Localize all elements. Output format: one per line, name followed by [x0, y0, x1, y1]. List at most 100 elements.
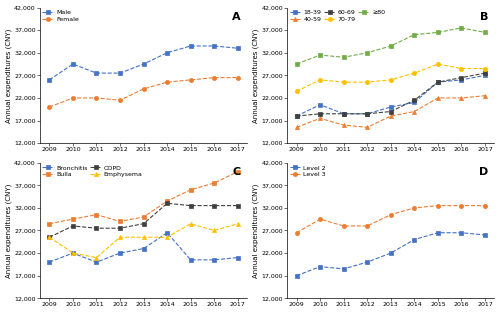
70-79	[388, 78, 394, 82]
Level 2	[482, 233, 488, 237]
70-79	[317, 78, 323, 82]
Line: Level 2: Level 2	[294, 231, 487, 278]
Male	[117, 71, 123, 75]
Legend: Level 2, Level 3: Level 2, Level 3	[289, 165, 327, 178]
Bulla	[235, 170, 241, 174]
Emphysema	[140, 235, 146, 239]
Text: D: D	[479, 167, 488, 177]
Line: Level 3: Level 3	[294, 203, 487, 235]
70-79	[435, 62, 441, 66]
Legend: Male, Female: Male, Female	[42, 9, 80, 23]
≥80	[340, 55, 346, 59]
40-59	[317, 116, 323, 120]
Female	[46, 105, 52, 109]
Bronchitis	[164, 231, 170, 235]
18-39	[364, 112, 370, 116]
Line: 60-69: 60-69	[294, 71, 487, 118]
Male	[94, 71, 100, 75]
Bronchitis	[235, 256, 241, 259]
COPD	[70, 224, 76, 228]
≥80	[388, 44, 394, 48]
Male	[235, 46, 241, 50]
Female	[117, 98, 123, 102]
Bulla	[140, 215, 146, 219]
Bulla	[94, 213, 100, 217]
Female	[211, 76, 217, 80]
18-39	[317, 103, 323, 107]
60-69	[364, 112, 370, 116]
Female	[164, 80, 170, 84]
Level 3	[412, 206, 418, 210]
Male	[46, 78, 52, 82]
Line: Male: Male	[48, 44, 240, 82]
60-69	[317, 112, 323, 116]
Bulla	[211, 181, 217, 185]
Male	[70, 62, 76, 66]
Line: 70-79: 70-79	[294, 62, 487, 93]
COPD	[46, 235, 52, 239]
Bulla	[188, 188, 194, 192]
Bronchitis	[117, 251, 123, 255]
Emphysema	[235, 222, 241, 226]
Level 2	[412, 238, 418, 241]
70-79	[340, 80, 346, 84]
Line: Female: Female	[48, 75, 240, 109]
60-69	[482, 71, 488, 75]
Level 3	[458, 204, 464, 208]
Bulla	[46, 222, 52, 226]
Bulla	[164, 199, 170, 203]
Level 2	[317, 265, 323, 269]
Bulla	[117, 219, 123, 223]
COPD	[188, 204, 194, 208]
18-39	[458, 78, 464, 82]
Line: 18-39: 18-39	[294, 73, 487, 118]
70-79	[294, 89, 300, 93]
Line: ≥80: ≥80	[294, 26, 487, 66]
Female	[70, 96, 76, 100]
Text: A: A	[232, 12, 241, 22]
Male	[164, 51, 170, 55]
70-79	[364, 80, 370, 84]
≥80	[435, 31, 441, 34]
Level 3	[435, 204, 441, 208]
Female	[94, 96, 100, 100]
40-59	[340, 123, 346, 127]
40-59	[364, 126, 370, 129]
18-39	[340, 112, 346, 116]
Text: B: B	[480, 12, 488, 22]
Emphysema	[188, 222, 194, 226]
Emphysema	[46, 235, 52, 239]
70-79	[482, 67, 488, 70]
COPD	[94, 226, 100, 230]
40-59	[435, 96, 441, 100]
Level 2	[435, 231, 441, 235]
Line: Bulla: Bulla	[48, 170, 240, 226]
Bronchitis	[211, 258, 217, 262]
Level 2	[294, 274, 300, 278]
Female	[188, 78, 194, 82]
Female	[140, 87, 146, 91]
40-59	[294, 126, 300, 129]
Y-axis label: Annual expenditures (CNY): Annual expenditures (CNY)	[6, 28, 12, 123]
≥80	[294, 62, 300, 66]
Bronchitis	[94, 260, 100, 264]
≥80	[317, 53, 323, 57]
70-79	[412, 71, 418, 75]
Bronchitis	[46, 260, 52, 264]
Emphysema	[164, 235, 170, 239]
Text: C: C	[233, 167, 241, 177]
Level 3	[388, 213, 394, 217]
Emphysema	[94, 256, 100, 259]
60-69	[340, 112, 346, 116]
Level 3	[294, 231, 300, 235]
Female	[235, 76, 241, 80]
Male	[140, 62, 146, 66]
60-69	[412, 98, 418, 102]
Line: Bronchitis: Bronchitis	[48, 231, 240, 264]
40-59	[412, 110, 418, 113]
18-39	[435, 80, 441, 84]
Level 2	[364, 260, 370, 264]
Male	[211, 44, 217, 48]
18-39	[412, 100, 418, 104]
40-59	[388, 114, 394, 118]
